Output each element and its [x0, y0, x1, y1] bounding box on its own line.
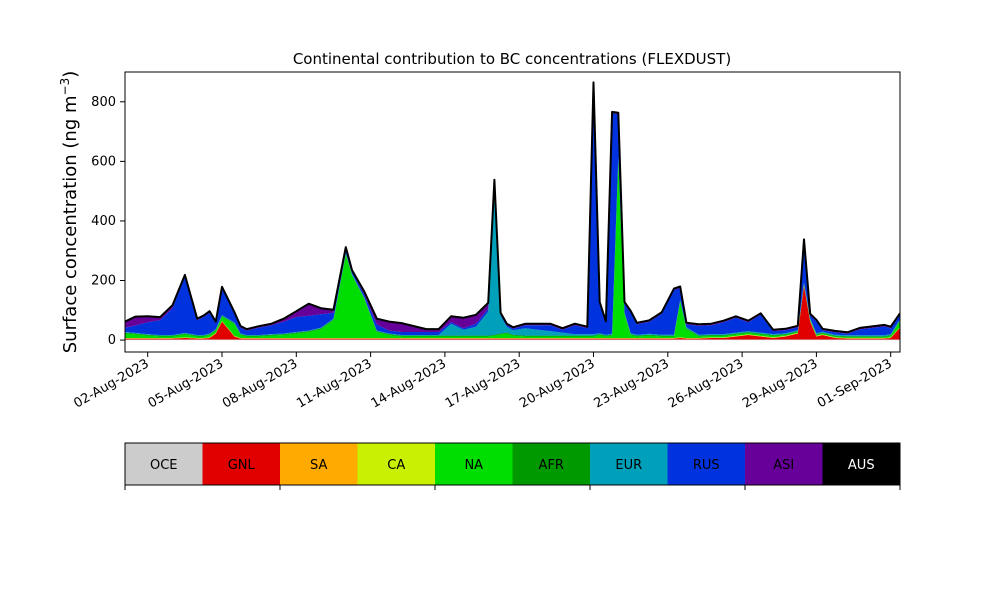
legend-label-sa: SA [310, 458, 327, 473]
legend-swatch-gnl [202, 443, 280, 485]
plot-frame [124, 71, 901, 353]
legend-label-oce: OCE [150, 458, 178, 473]
y-axis-label-superscript: −3 [58, 78, 72, 96]
legend-label-rus: RUS [693, 458, 720, 473]
y-tick-label: 400 [91, 214, 116, 229]
chart-title: Continental contribution to BC concentra… [293, 50, 731, 68]
legend-label-ca: CA [387, 458, 405, 473]
legend-swatch-sa [280, 443, 358, 485]
y-tick-label: 800 [91, 95, 116, 110]
y-tick-label: 200 [91, 274, 116, 289]
legend-label-na: NA [464, 458, 483, 473]
legend-swatch-rus [667, 443, 745, 485]
legend-label-asi: ASI [773, 458, 794, 473]
y-axis-label-close: ) [60, 71, 81, 78]
legend-swatch-oce [125, 443, 203, 485]
legend-swatch-eur [590, 443, 668, 485]
legend-swatch-aus [822, 443, 900, 485]
y-axis: 0 200 400 600 800 [91, 95, 125, 348]
legend-label-aus: AUS [848, 458, 875, 473]
y-axis-label: Surface concentration (ng m−3) [58, 71, 81, 354]
legend-colorbar: OCE GNL SA CA NA AFR EUR RUS ASI AUS [124, 442, 901, 490]
y-axis-label-main: Surface concentration (ng m [60, 95, 81, 353]
legend-swatch-ca [357, 443, 435, 485]
legend-swatch-asi [745, 443, 823, 485]
legend-label-gnl: GNL [228, 458, 256, 473]
legend-label-eur: EUR [615, 458, 642, 473]
legend-frame [124, 442, 901, 486]
legend-label-afr: AFR [539, 458, 564, 473]
legend-swatch-afr [512, 443, 590, 485]
stacked-area-series [125, 82, 900, 341]
area-series-oce [125, 339, 900, 341]
total-outline-line [125, 81, 900, 334]
legend-swatch-na [435, 443, 513, 485]
y-tick-label: 0 [108, 333, 116, 348]
y-tick-label: 600 [91, 154, 116, 169]
